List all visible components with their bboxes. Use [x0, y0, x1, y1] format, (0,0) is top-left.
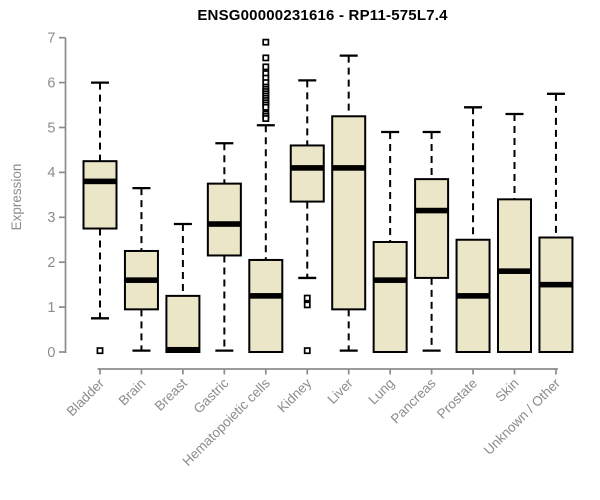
box-lung: [372, 130, 408, 353]
x-tick-label-skin: Skin: [492, 376, 521, 405]
outlier-point: [303, 347, 311, 355]
y-tick-label: 2: [47, 255, 55, 271]
median-line: [83, 178, 117, 185]
box-unknown-other: [538, 92, 574, 354]
iqr-box: [538, 236, 574, 354]
median-line: [166, 346, 200, 353]
y-tick-label: 3: [47, 210, 55, 226]
y-tick-label: 5: [47, 120, 55, 136]
outlier-point: [262, 103, 270, 111]
box-kidney: [289, 79, 325, 355]
x-tick-label-brain: Brain: [116, 376, 149, 409]
outlier-point: [262, 38, 270, 46]
median-line: [290, 165, 324, 171]
box-brain: [123, 186, 159, 352]
box-liver: [331, 54, 367, 352]
iqr-box: [331, 115, 367, 311]
box-gastric: [206, 142, 242, 352]
box-prostate: [455, 106, 491, 353]
y-tick-label: 4: [47, 165, 55, 181]
box-pancreas: [414, 130, 450, 352]
median-line: [498, 268, 531, 274]
median-line: [415, 207, 449, 214]
iqr-box: [165, 294, 201, 353]
iqr-box: [289, 144, 325, 203]
iqr-box: [82, 160, 118, 230]
box-skin: [497, 112, 532, 353]
x-tick-label-lung: Lung: [365, 376, 397, 408]
x-tick-label-pancreas: Pancreas: [388, 375, 439, 426]
median-line: [124, 277, 158, 283]
median-line: [456, 293, 490, 299]
median-line: [207, 221, 241, 227]
y-tick-label: 0: [47, 345, 55, 361]
iqr-box: [248, 258, 284, 353]
median-line: [539, 281, 573, 288]
x-tick-label-gastric: Gastric: [191, 375, 232, 416]
outlier-point: [303, 301, 311, 309]
x-tick-label-prostate: Prostate: [434, 376, 480, 422]
chart-title: ENSG00000231616 - RP11-575L7.4: [197, 7, 448, 24]
iqr-box: [414, 178, 450, 279]
outlier-point: [96, 347, 104, 355]
iqr-box: [372, 240, 408, 353]
x-tick-label-breast: Breast: [152, 375, 190, 413]
x-tick-label-liver: Liver: [325, 375, 357, 407]
x-tick-label-kidney: Kidney: [275, 375, 315, 415]
iqr-box: [206, 182, 242, 257]
x-tick-label-bladder: Bladder: [64, 375, 108, 419]
box-breast: [165, 222, 201, 353]
y-tick-label: 7: [47, 31, 55, 47]
y-axis: 0 1 2 3 4 5 6 7: [47, 31, 67, 361]
x-tick-label-unknown-other: Unknown / Other: [481, 375, 564, 458]
y-tick-label: 6: [47, 75, 55, 91]
outlier-point: [262, 54, 270, 62]
median-line: [332, 165, 366, 171]
median-line: [249, 293, 283, 299]
box-bladder: [82, 81, 118, 355]
outlier-point: [303, 294, 311, 302]
outlier-point: [262, 115, 270, 122]
iqr-box: [497, 198, 532, 353]
y-tick-label: 1: [47, 300, 55, 316]
median-line: [373, 277, 407, 283]
outlier-point: [262, 63, 270, 71]
box-hematopoietic-cells: [248, 38, 284, 353]
